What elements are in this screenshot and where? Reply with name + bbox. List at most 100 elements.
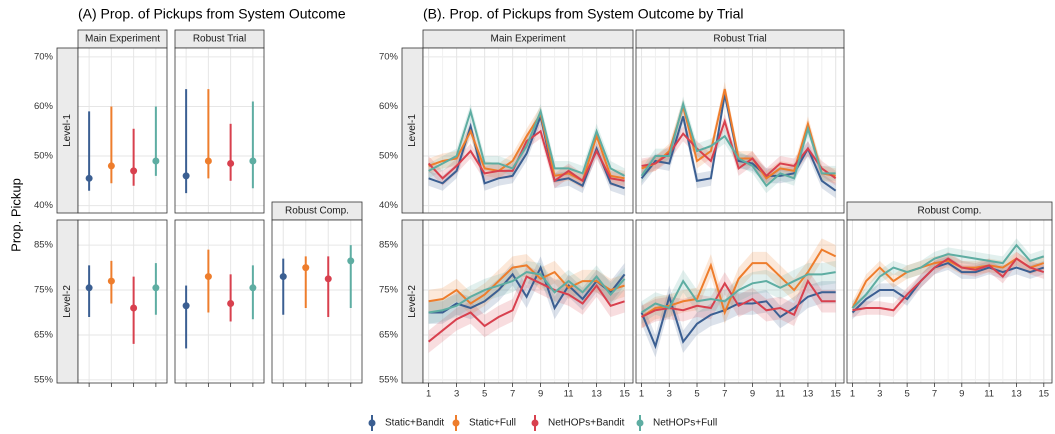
point — [182, 302, 190, 310]
panel-border — [174, 47, 265, 214]
line — [851, 262, 1045, 314]
point — [279, 273, 287, 281]
facet-label: Level-2 — [407, 285, 418, 318]
x-tick-label: 9 — [959, 389, 964, 400]
x-tick-label: 1 — [850, 389, 855, 400]
x-tick-label: 1 — [639, 389, 644, 400]
y-axis-label: Prop. Pickup — [8, 178, 23, 252]
x-tick-label: 7 — [722, 389, 727, 400]
point — [130, 304, 138, 312]
y-tick-label: 50% — [379, 151, 399, 162]
y-tick-label: 85% — [379, 240, 399, 251]
panel — [78, 220, 167, 383]
panel-border — [422, 47, 634, 214]
y-tick-label: 70% — [34, 51, 54, 62]
x-tick-label: 11 — [564, 389, 574, 400]
line — [640, 291, 836, 350]
ribbon — [852, 238, 1044, 315]
point — [227, 300, 235, 308]
ribbon — [641, 260, 836, 324]
chart-title: (B). Prop. of Pickups from System Outcom… — [423, 6, 744, 22]
point — [249, 284, 257, 292]
x-tick-label: 5 — [694, 389, 699, 400]
y-tick-label: 40% — [379, 200, 399, 211]
panel-border — [271, 219, 363, 384]
y-tick-label: 60% — [379, 101, 399, 112]
y-tick-label: 50% — [34, 151, 54, 162]
y-tick-label: 55% — [34, 374, 54, 385]
panel-border — [635, 47, 845, 214]
facet-label: Robust Comp. — [918, 206, 982, 217]
ribbon — [428, 260, 625, 324]
y-tick-label: 70% — [379, 51, 399, 62]
ribbon — [428, 256, 625, 324]
legend-label: Static+Full — [469, 418, 516, 429]
legend-key — [368, 419, 376, 427]
facet-label: Robust Trial — [713, 34, 766, 45]
line — [428, 111, 625, 183]
point — [152, 157, 160, 165]
y-tick-label: 75% — [379, 285, 399, 296]
y-tick-label: 65% — [379, 329, 399, 340]
point — [107, 162, 115, 170]
point — [152, 284, 160, 292]
line — [428, 264, 626, 314]
legend-label: NetHOPs+Full — [653, 418, 717, 429]
line — [641, 118, 837, 180]
y-tick-label: 85% — [34, 240, 54, 251]
x-tick-label: 1 — [426, 389, 431, 400]
panel — [423, 48, 633, 213]
ribbon — [641, 113, 836, 186]
legend-key — [531, 419, 539, 427]
point — [85, 174, 93, 182]
x-tick-label: 11 — [984, 389, 994, 400]
point — [347, 257, 355, 265]
x-tick-label: 3 — [454, 389, 459, 400]
point — [130, 167, 138, 175]
line — [428, 107, 626, 177]
x-tick-label: 9 — [750, 389, 755, 400]
x-tick-label: 13 — [1011, 389, 1022, 400]
x-tick-label: 7 — [510, 389, 515, 400]
point — [107, 277, 115, 285]
point — [227, 159, 235, 167]
line — [427, 129, 625, 183]
point — [182, 172, 190, 180]
facet-label: Main Experiment — [490, 34, 565, 45]
y-tick-label: 60% — [34, 101, 54, 112]
facet-label: Level-1 — [407, 114, 418, 147]
point — [324, 275, 332, 283]
point — [249, 157, 257, 165]
ribbon — [641, 238, 836, 329]
ribbon — [852, 251, 1044, 315]
facet-label: Robust Trial — [193, 34, 246, 45]
x-tick-label: 15 — [619, 389, 630, 400]
x-tick-label: 9 — [538, 389, 543, 400]
line — [851, 257, 1045, 309]
panel — [636, 48, 844, 213]
x-tick-label: 5 — [904, 389, 909, 400]
legend-key — [452, 419, 460, 427]
panel — [423, 220, 633, 383]
facet-label: Level-1 — [62, 114, 73, 147]
line — [641, 271, 836, 314]
facet-label: Robust Comp. — [285, 206, 349, 217]
panel-border — [77, 47, 168, 214]
x-tick-label: 3 — [877, 389, 882, 400]
x-tick-label: 13 — [803, 389, 814, 400]
y-tick-label: 65% — [34, 329, 54, 340]
x-tick-label: 13 — [591, 389, 602, 400]
ribbon — [852, 251, 1044, 317]
y-tick-label: 55% — [379, 374, 399, 385]
line — [851, 243, 1045, 309]
panel-border — [174, 219, 265, 384]
x-tick-label: 11 — [775, 389, 785, 400]
panel — [78, 48, 167, 213]
point — [204, 157, 212, 165]
panel-border — [77, 219, 168, 384]
y-tick-label: 75% — [34, 285, 54, 296]
ribbon — [428, 123, 625, 189]
point — [85, 284, 93, 292]
ribbon — [641, 281, 836, 358]
